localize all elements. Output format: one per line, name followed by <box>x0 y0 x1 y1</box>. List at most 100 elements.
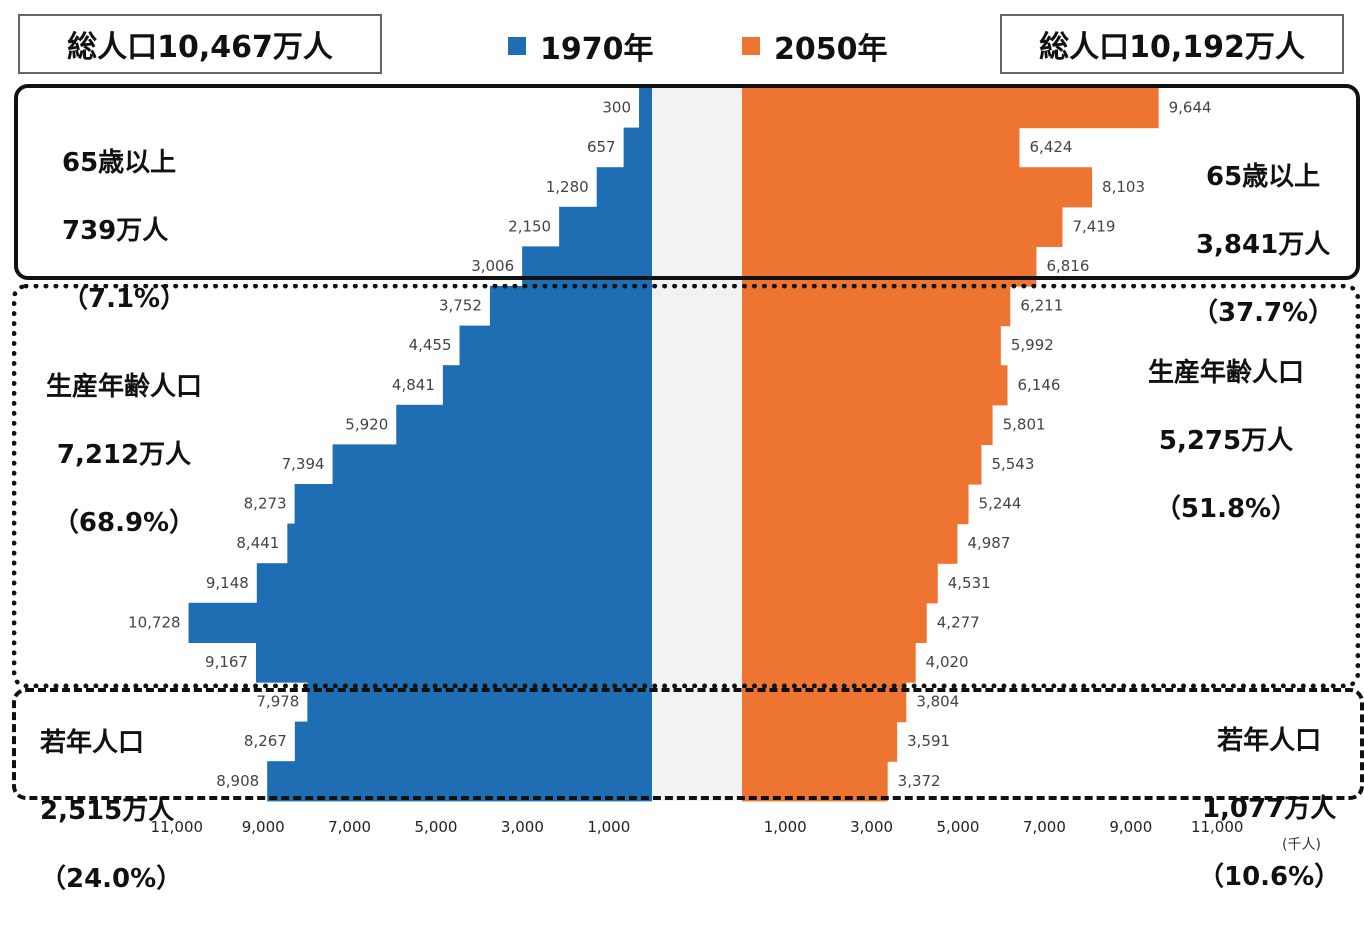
value-label-2050: 4,531 <box>948 574 991 592</box>
bar-1970 <box>267 761 652 802</box>
value-label-1970: 5,920 <box>345 415 388 433</box>
bar-2050 <box>742 88 1159 129</box>
group-box-elderly <box>14 84 1360 280</box>
young-share-2050: （10.6%） <box>1198 862 1341 892</box>
bar-1970 <box>459 325 652 366</box>
bar-1970 <box>623 127 652 168</box>
bar-2050 <box>742 761 888 802</box>
bar-2050 <box>742 206 1063 247</box>
value-label-2050: 4,277 <box>937 613 980 631</box>
elderly-share-2050: （37.7%） <box>1192 298 1335 328</box>
young-share-1970: （24.0%） <box>40 864 183 894</box>
value-label-1970: 657 <box>587 138 616 156</box>
value-label-2050: 5,244 <box>979 495 1022 513</box>
elderly-label-2050: 65歳以上 3,841万人 （37.7%） <box>1192 126 1334 364</box>
value-label-1970: 10,728 <box>128 613 181 631</box>
x-tick-label-left: 7,000 <box>328 818 371 836</box>
total-population-2050: 総人口10,192万人 <box>1000 14 1344 74</box>
bar-2050 <box>742 642 916 683</box>
value-label-2050: 3,804 <box>916 693 959 711</box>
legend-label-1970: 1970年 <box>540 32 654 67</box>
value-label-1970: 4,455 <box>409 336 452 354</box>
x-tick-label-left: 1,000 <box>587 818 630 836</box>
bar-1970 <box>559 206 652 247</box>
working-label-2050: 生産年齢人口 5,275万人 （51.8%） <box>1148 322 1304 560</box>
bar-1970 <box>396 404 652 445</box>
legend-swatch-2050 <box>742 37 760 55</box>
working-value-1970: 7,212万人 <box>56 440 192 470</box>
young-value-1970: 2,515万人 <box>40 796 175 826</box>
legend-1970: 1970年 <box>508 24 654 68</box>
legend-2050: 2050年 <box>742 24 888 68</box>
working-share-1970: （68.9%） <box>52 508 196 538</box>
bar-2050 <box>742 563 938 604</box>
value-label-2050: 6,211 <box>1020 297 1063 315</box>
value-label-2050: 5,543 <box>991 455 1034 473</box>
value-label-2050: 6,424 <box>1030 138 1073 156</box>
working-name-2050: 生産年齢人口 <box>1148 358 1305 388</box>
value-label-1970: 1,280 <box>546 178 589 196</box>
young-value-2050: 1,077万人 <box>1201 794 1337 824</box>
bar-1970 <box>639 88 652 129</box>
unit-label: (千人) <box>1282 837 1321 853</box>
bar-1970 <box>287 523 652 564</box>
value-label-1970: 9,167 <box>205 653 248 671</box>
x-tick-label-right: 7,000 <box>1023 818 1066 836</box>
x-tick-label-left: 9,000 <box>242 818 285 836</box>
group-box-working <box>12 284 1360 688</box>
elderly-label-1970: 65歳以上 739万人 （7.1%） <box>62 112 186 350</box>
x-tick-label-right: 3,000 <box>850 818 893 836</box>
value-label-2050: 9,644 <box>1169 99 1212 117</box>
value-label-2050: 5,801 <box>1003 415 1046 433</box>
population-pyramid-chart: 300 657 1,280 2,150 3,006 3,752 4,455 4,841 5,92… <box>128 88 1243 836</box>
bar-2050 <box>742 167 1093 208</box>
value-label-1970: 7,978 <box>256 693 299 711</box>
bar-1970 <box>332 444 652 485</box>
value-label-2050: 7,419 <box>1073 217 1116 235</box>
bar-2050 <box>742 721 898 762</box>
total-population-1970: 総人口10,467万人 <box>18 14 382 74</box>
young-name-1970: 若年人口 <box>40 728 145 758</box>
x-tick-label-right: 5,000 <box>937 818 980 836</box>
value-label-1970: 300 <box>602 99 631 117</box>
elderly-value-2050: 3,841万人 <box>1195 230 1331 260</box>
working-share-2050: （51.8%） <box>1154 494 1298 524</box>
young-name-2050: 若年人口 <box>1217 726 1322 756</box>
value-label-1970: 2,150 <box>508 217 551 235</box>
legend-swatch-1970 <box>508 37 526 55</box>
value-label-1970: 7,394 <box>282 455 325 473</box>
value-label-1970: 8,441 <box>236 534 279 552</box>
value-label-1970: 9,148 <box>206 574 249 592</box>
x-tick-label-left: 5,000 <box>415 818 458 836</box>
bar-2050 <box>742 523 958 564</box>
value-label-1970: 8,267 <box>244 732 287 750</box>
bar-2050 <box>742 484 969 525</box>
x-tick-label-right: 1,000 <box>764 818 807 836</box>
bar-1970 <box>188 602 652 643</box>
bar-1970 <box>294 721 652 762</box>
elderly-name-2050: 65歳以上 <box>1206 162 1321 192</box>
bar-2050 <box>742 286 1011 327</box>
bar-1970 <box>294 484 652 525</box>
legend-label-2050: 2050年 <box>774 32 888 67</box>
bar-1970 <box>489 286 652 327</box>
x-tick-label-right: 9,000 <box>1109 818 1152 836</box>
group-box-young <box>12 688 1364 800</box>
bar-1970 <box>256 563 652 604</box>
value-label-2050: 5,992 <box>1011 336 1054 354</box>
value-label-1970: 8,908 <box>216 772 259 790</box>
bar-2050 <box>742 602 927 643</box>
value-label-2050: 4,987 <box>967 534 1010 552</box>
bar-1970 <box>596 167 652 208</box>
value-label-2050: 3,372 <box>898 772 941 790</box>
value-label-1970: 4,841 <box>392 376 435 394</box>
young-label-2050: 若年人口 1,077万人 （10.6%） <box>1198 690 1340 928</box>
value-label-2050: 6,816 <box>1046 257 1089 275</box>
working-value-2050: 5,275万人 <box>1158 426 1294 456</box>
bar-2050 <box>742 127 1020 168</box>
elderly-share-1970: （7.1%） <box>62 284 187 314</box>
bar-1970 <box>442 365 652 406</box>
working-name-1970: 生産年齢人口 <box>46 372 203 402</box>
bar-2050 <box>742 444 982 485</box>
bar-2050 <box>742 365 1008 406</box>
